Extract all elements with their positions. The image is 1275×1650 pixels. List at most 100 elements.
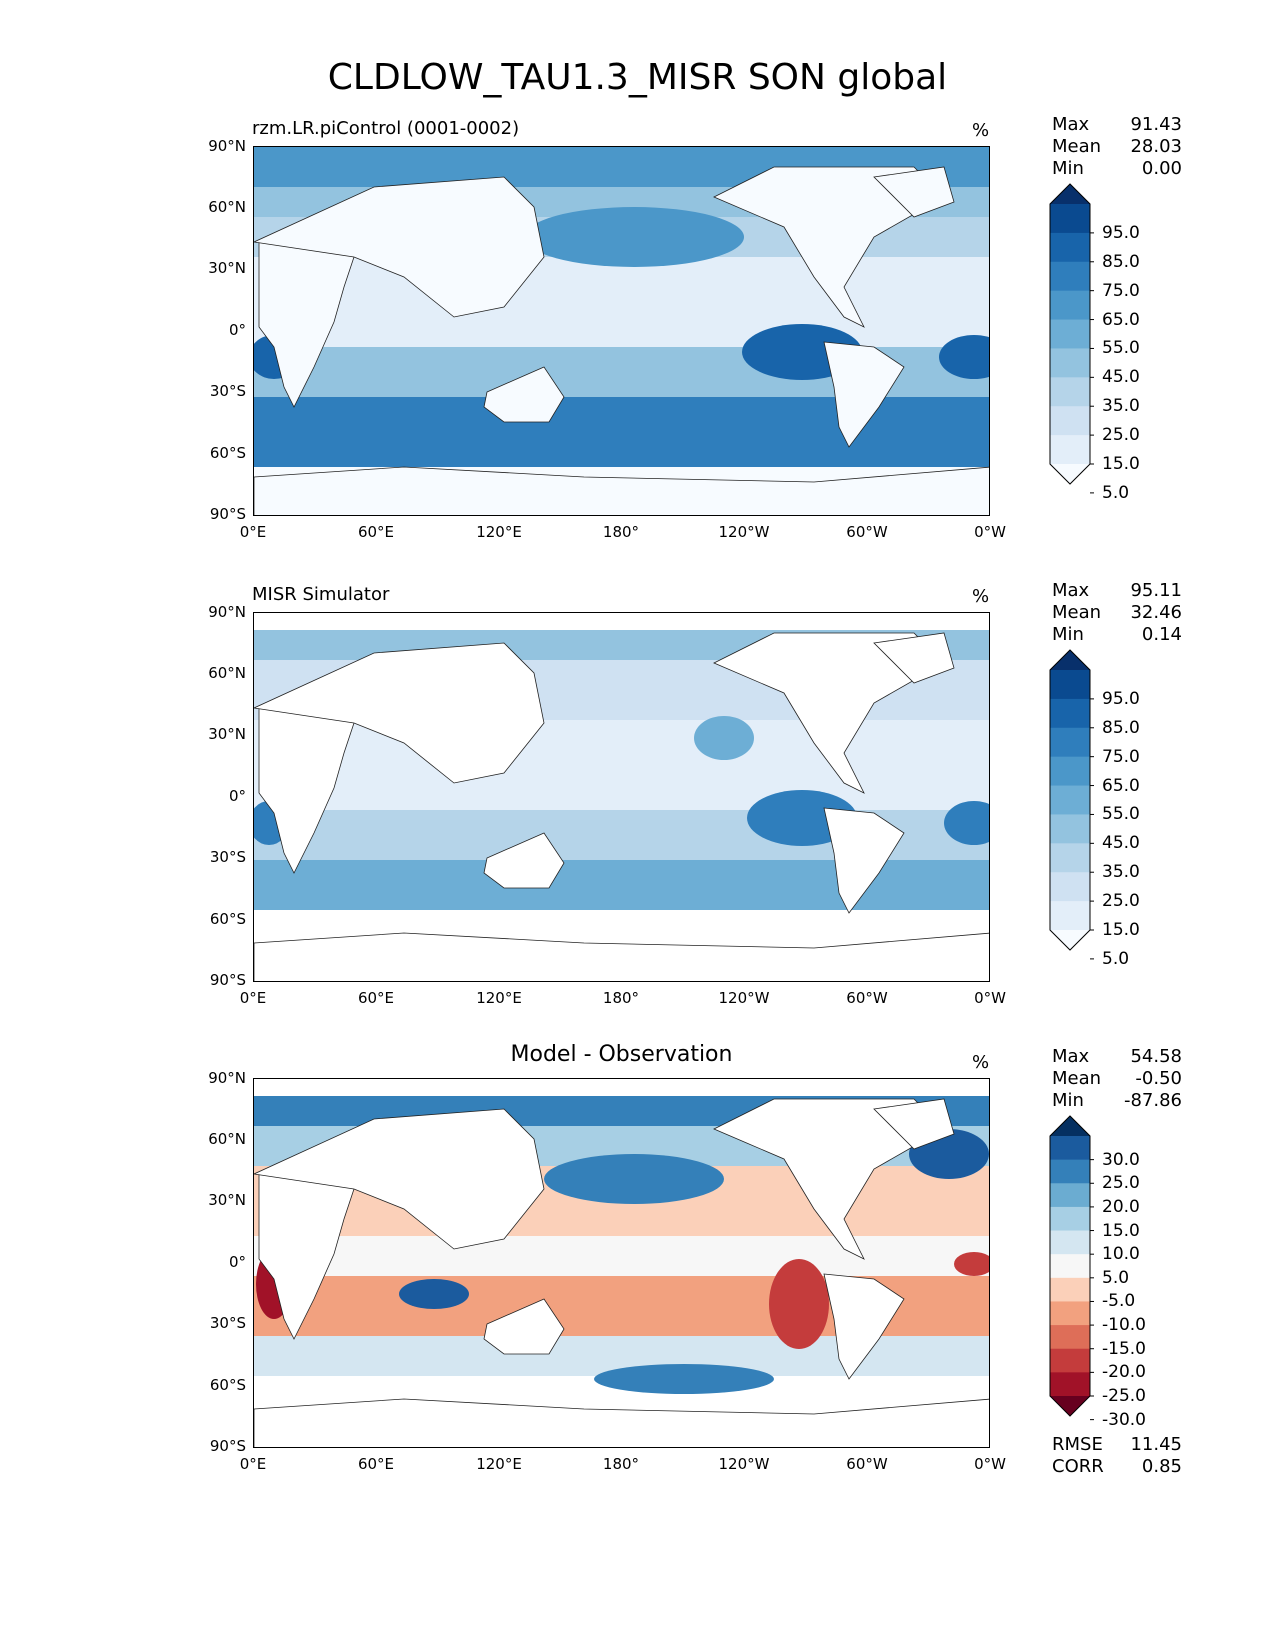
colorbar-segment <box>1050 901 1090 931</box>
colorbar-tick-label: 55.0 <box>1102 804 1140 825</box>
colorbar-tick-label: 45.0 <box>1102 833 1140 854</box>
lon-tick: 60°W <box>846 989 888 1007</box>
stat-label: Max <box>1052 1046 1090 1067</box>
colorbar-segment <box>1050 698 1090 729</box>
units-label: % <box>972 120 990 141</box>
colorbar-extend-max <box>1050 1116 1090 1136</box>
lon-tick: 60°W <box>846 1455 888 1473</box>
lon-tick: 0°E <box>239 523 267 541</box>
colorbar-tick-label: 85.0 <box>1102 717 1140 738</box>
panel-model: rzm.LR.piControl (0001-0002) % <box>0 114 1275 580</box>
colorbar-segment <box>1050 756 1090 787</box>
colorbar-tick-label: 55.0 <box>1102 338 1140 359</box>
colorbar <box>1049 1115 1120 1421</box>
lat-tick: 90°N <box>208 1069 246 1087</box>
colorbar-tick-label: 35.0 <box>1102 862 1140 883</box>
lon-tick: 60°E <box>357 523 395 541</box>
lat-tick: 90°S <box>209 505 246 523</box>
figure-title: CLDLOW_TAU1.3_MISR SON global <box>327 57 948 98</box>
colorbar-tick-label: 75.0 <box>1102 746 1140 767</box>
colorbar-segment <box>1050 785 1090 815</box>
colorbar-segment <box>1050 814 1090 844</box>
lon-tick: 60°W <box>846 523 888 541</box>
lat-tick: 90°N <box>208 603 246 621</box>
lat-tick: 30°N <box>208 259 246 277</box>
metrics-block: RMSE 11.45 CORR 0.85 <box>1052 1434 1182 1478</box>
stat-value: -0.50 <box>1135 1068 1182 1089</box>
map-observation <box>253 612 990 982</box>
lat-tick: 60°N <box>208 1130 246 1148</box>
lat-tick: 30°S <box>209 382 246 400</box>
colorbar-segment <box>1050 843 1090 873</box>
colorbar-tick-label: 25.0 <box>1102 425 1140 446</box>
colorbar <box>1049 649 1120 960</box>
colorbar-segment <box>1050 319 1090 349</box>
lon-tick: 120°E <box>476 989 522 1007</box>
colorbar-segment <box>1050 1230 1090 1255</box>
colorbar <box>1049 183 1120 494</box>
units-label: % <box>972 1052 990 1073</box>
lat-tick: 60°S <box>209 1376 246 1394</box>
lat-tick: 30°N <box>208 1191 246 1209</box>
metric-value: 0.85 <box>1141 1456 1182 1477</box>
lat-tick: 60°N <box>208 198 246 216</box>
colorbar-tick-label: 10.0 <box>1102 1244 1140 1265</box>
colorbar-extend-min <box>1050 464 1090 484</box>
colorbar-tick-label: 95.0 <box>1102 222 1140 243</box>
lon-tick: 60°E <box>357 1455 395 1473</box>
stat-value: 28.03 <box>1130 136 1182 157</box>
stat-label: Max <box>1052 580 1090 601</box>
lon-tick: 120°E <box>476 523 522 541</box>
lon-tick: 120°W <box>718 989 770 1007</box>
lon-tick: 0°E <box>239 989 267 1007</box>
lat-tick: 0° <box>228 1253 246 1271</box>
metric-value: 11.45 <box>1130 1434 1182 1455</box>
colorbar-segment <box>1050 1325 1090 1350</box>
colorbar-tick-label: -5.0 <box>1102 1291 1136 1312</box>
lat-tick: 90°N <box>208 137 246 155</box>
colorbar-tick-label: 5.0 <box>1102 482 1130 503</box>
colorbar-segment <box>1050 670 1090 700</box>
colorbar-tick-label: 45.0 <box>1102 367 1140 388</box>
metric-label: RMSE <box>1052 1434 1103 1455</box>
stat-value: 54.58 <box>1130 1046 1182 1067</box>
colorbar-segment <box>1050 435 1090 465</box>
lon-tick: 0°W <box>974 1455 1006 1473</box>
colorbar-tick-label: 25.0 <box>1102 891 1140 912</box>
colorbar-tick-label: 30.0 <box>1102 1149 1140 1170</box>
colorbar-tick-label: 15.0 <box>1102 1220 1140 1241</box>
colorbar-segment <box>1050 261 1090 292</box>
colorbar-tick-label: -15.0 <box>1102 1338 1146 1359</box>
colorbar-extend-min <box>1050 930 1090 950</box>
colorbar-tick-label: -30.0 <box>1102 1409 1146 1430</box>
colorbar-segment <box>1050 1136 1090 1161</box>
lon-tick: 120°W <box>718 1455 770 1473</box>
panel-title: Model - Observation <box>510 1042 733 1067</box>
lon-tick: 180° <box>602 1455 640 1473</box>
colorbar-tick-label: 5.0 <box>1102 948 1130 969</box>
colorbar-tick-label: 35.0 <box>1102 396 1140 417</box>
colorbar-tick-label: 15.0 <box>1102 920 1140 940</box>
lon-tick: 120°W <box>718 523 770 541</box>
colorbar-extend-max <box>1050 650 1090 670</box>
colorbar-segment <box>1050 1348 1090 1373</box>
colorbar-tick-label: -25.0 <box>1102 1386 1146 1406</box>
lat-tick: 60°S <box>209 444 246 462</box>
colorbar-tick-label: 15.0 <box>1102 454 1140 474</box>
colorbar-tick-label: 25.0 <box>1102 1173 1140 1194</box>
stat-value: 0.14 <box>1141 624 1182 645</box>
stats-block: Max 95.11 Mean 32.46 Min 0.14 <box>1052 580 1182 646</box>
lat-tick: 60°S <box>209 910 246 928</box>
colorbar-segment <box>1050 1183 1090 1208</box>
colorbar-extend-max <box>1050 184 1090 204</box>
stat-value: -87.86 <box>1123 1090 1182 1111</box>
colorbar-segment <box>1050 1159 1090 1184</box>
colorbar-segment <box>1050 1254 1090 1279</box>
colorbar-segment <box>1050 1277 1090 1302</box>
colorbar-segment <box>1050 1301 1090 1326</box>
lat-tick: 30°S <box>209 848 246 866</box>
colorbar-tick-label: 20.0 <box>1102 1196 1140 1217</box>
stats-block: Max 54.58 Mean -0.50 Min -87.86 <box>1052 1046 1182 1112</box>
map-model <box>253 146 990 516</box>
map-difference <box>253 1078 990 1448</box>
